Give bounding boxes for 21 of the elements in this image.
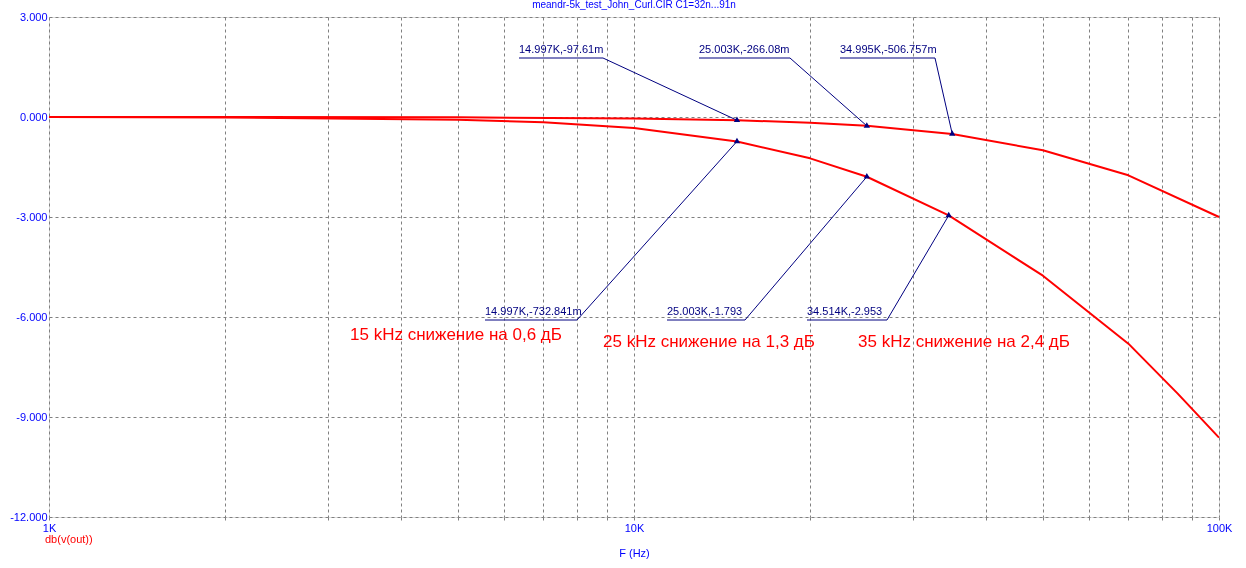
y-tick-label: -3.000 bbox=[16, 210, 48, 223]
x-tick-label: 1K bbox=[42, 521, 57, 534]
y-tick-label: -12.000 bbox=[10, 510, 48, 523]
y-tick-label: -6.000 bbox=[16, 310, 48, 323]
x-tick-label: 10K bbox=[624, 521, 645, 534]
annotation: 25.003K,-266.08m bbox=[699, 43, 790, 55]
annotation: 34.995K,-506.757m bbox=[840, 43, 937, 55]
annotation: 25.003K,-1.793 bbox=[667, 305, 743, 317]
y-tick-label: 3.000 bbox=[19, 10, 48, 23]
annotation: 25 kHz снижение на 1,3 дБ bbox=[603, 332, 815, 351]
annotation: 14.997K,-732.841m bbox=[485, 305, 582, 317]
annotation: 14.997K,-97.61m bbox=[519, 43, 604, 55]
annotation: 15 kHz снижение на 0,6 дБ bbox=[350, 325, 562, 344]
y-tick-label: 0.000 bbox=[19, 110, 48, 123]
text: db(v(out)) bbox=[45, 533, 93, 545]
chart-title: meandr-5k_test_John_Curl.CIR C1=32n...91n bbox=[532, 0, 736, 10]
annotation: 34.514K,-2.953 bbox=[807, 305, 883, 317]
y-tick-label: -9.000 bbox=[16, 410, 48, 423]
x-tick-label: 100K bbox=[1206, 521, 1233, 534]
annotation: 35 kHz снижение на 2,4 дБ bbox=[858, 332, 1070, 351]
x-axis-title: F (Hz) bbox=[619, 546, 650, 559]
